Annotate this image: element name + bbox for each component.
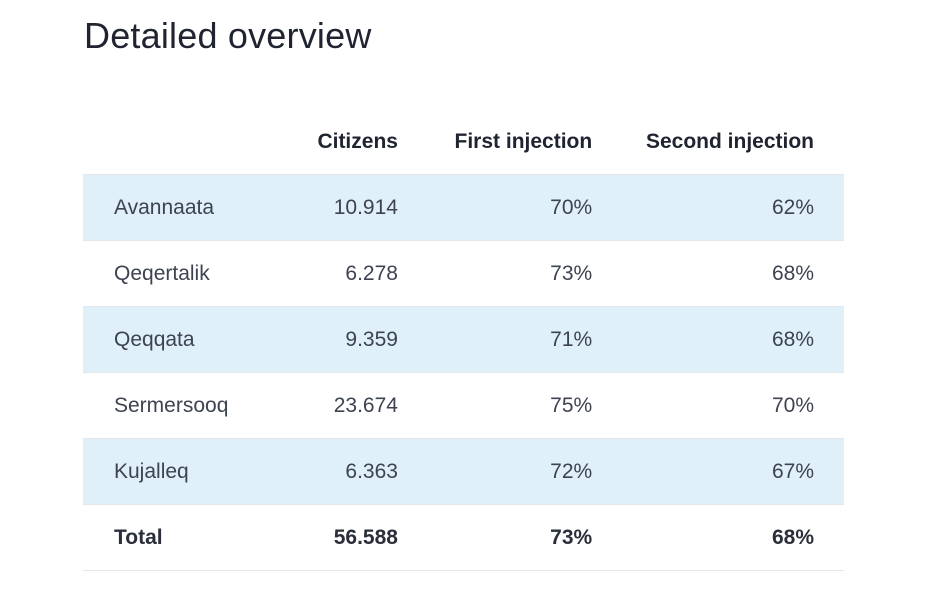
header-region [83, 110, 289, 175]
header-second-injection: Second injection [645, 130, 814, 153]
first-injection-pct: 71% [397, 306, 593, 373]
first-injection-pct: 75% [397, 372, 593, 439]
second-injection-pct: 70% [592, 372, 844, 439]
overview-table: Citizens First injection Second injectio… [83, 110, 844, 571]
second-injection-pct: 62% [592, 174, 844, 241]
first-injection-pct: 73% [397, 240, 593, 307]
table-header-row: Citizens First injection Second injectio… [83, 110, 844, 175]
total-label: Total [83, 504, 289, 571]
first-injection-pct: 72% [397, 438, 593, 505]
citizens-count: 6.363 [288, 438, 398, 505]
first-injection-pct: 70% [397, 174, 593, 241]
table-row: Sermersooq 23.674 75% 70% [83, 372, 844, 439]
header-first-injection: First injection [454, 130, 593, 153]
table-row: Qeqertalik 6.278 73% 68% [83, 240, 844, 307]
second-injection-pct: 68% [592, 240, 844, 307]
citizens-count: 9.359 [288, 306, 398, 373]
second-injection-pct: 67% [592, 438, 844, 505]
table-row: Avannaata 10.914 70% 62% [83, 174, 844, 241]
region-name: Kujalleq [83, 438, 289, 505]
region-name: Qeqertalik [83, 240, 289, 307]
page-title: Detailed overview [84, 15, 372, 56]
table-row: Qeqqata 9.359 71% 68% [83, 306, 844, 373]
citizens-count: 23.674 [288, 372, 398, 439]
region-name: Qeqqata [83, 306, 289, 373]
region-name: Sermersooq [83, 372, 289, 439]
total-row: Total 56.588 73% 68% [83, 504, 844, 571]
total-second-injection-pct: 68% [592, 504, 844, 571]
region-name: Avannaata [83, 174, 289, 241]
citizens-count: 6.278 [288, 240, 398, 307]
table-row: Kujalleq 6.363 72% 67% [83, 438, 844, 505]
header-citizens: Citizens [317, 130, 398, 153]
citizens-count: 10.914 [288, 174, 398, 241]
second-injection-pct: 68% [592, 306, 844, 373]
total-citizens: 56.588 [288, 504, 398, 571]
total-first-injection-pct: 73% [397, 504, 593, 571]
